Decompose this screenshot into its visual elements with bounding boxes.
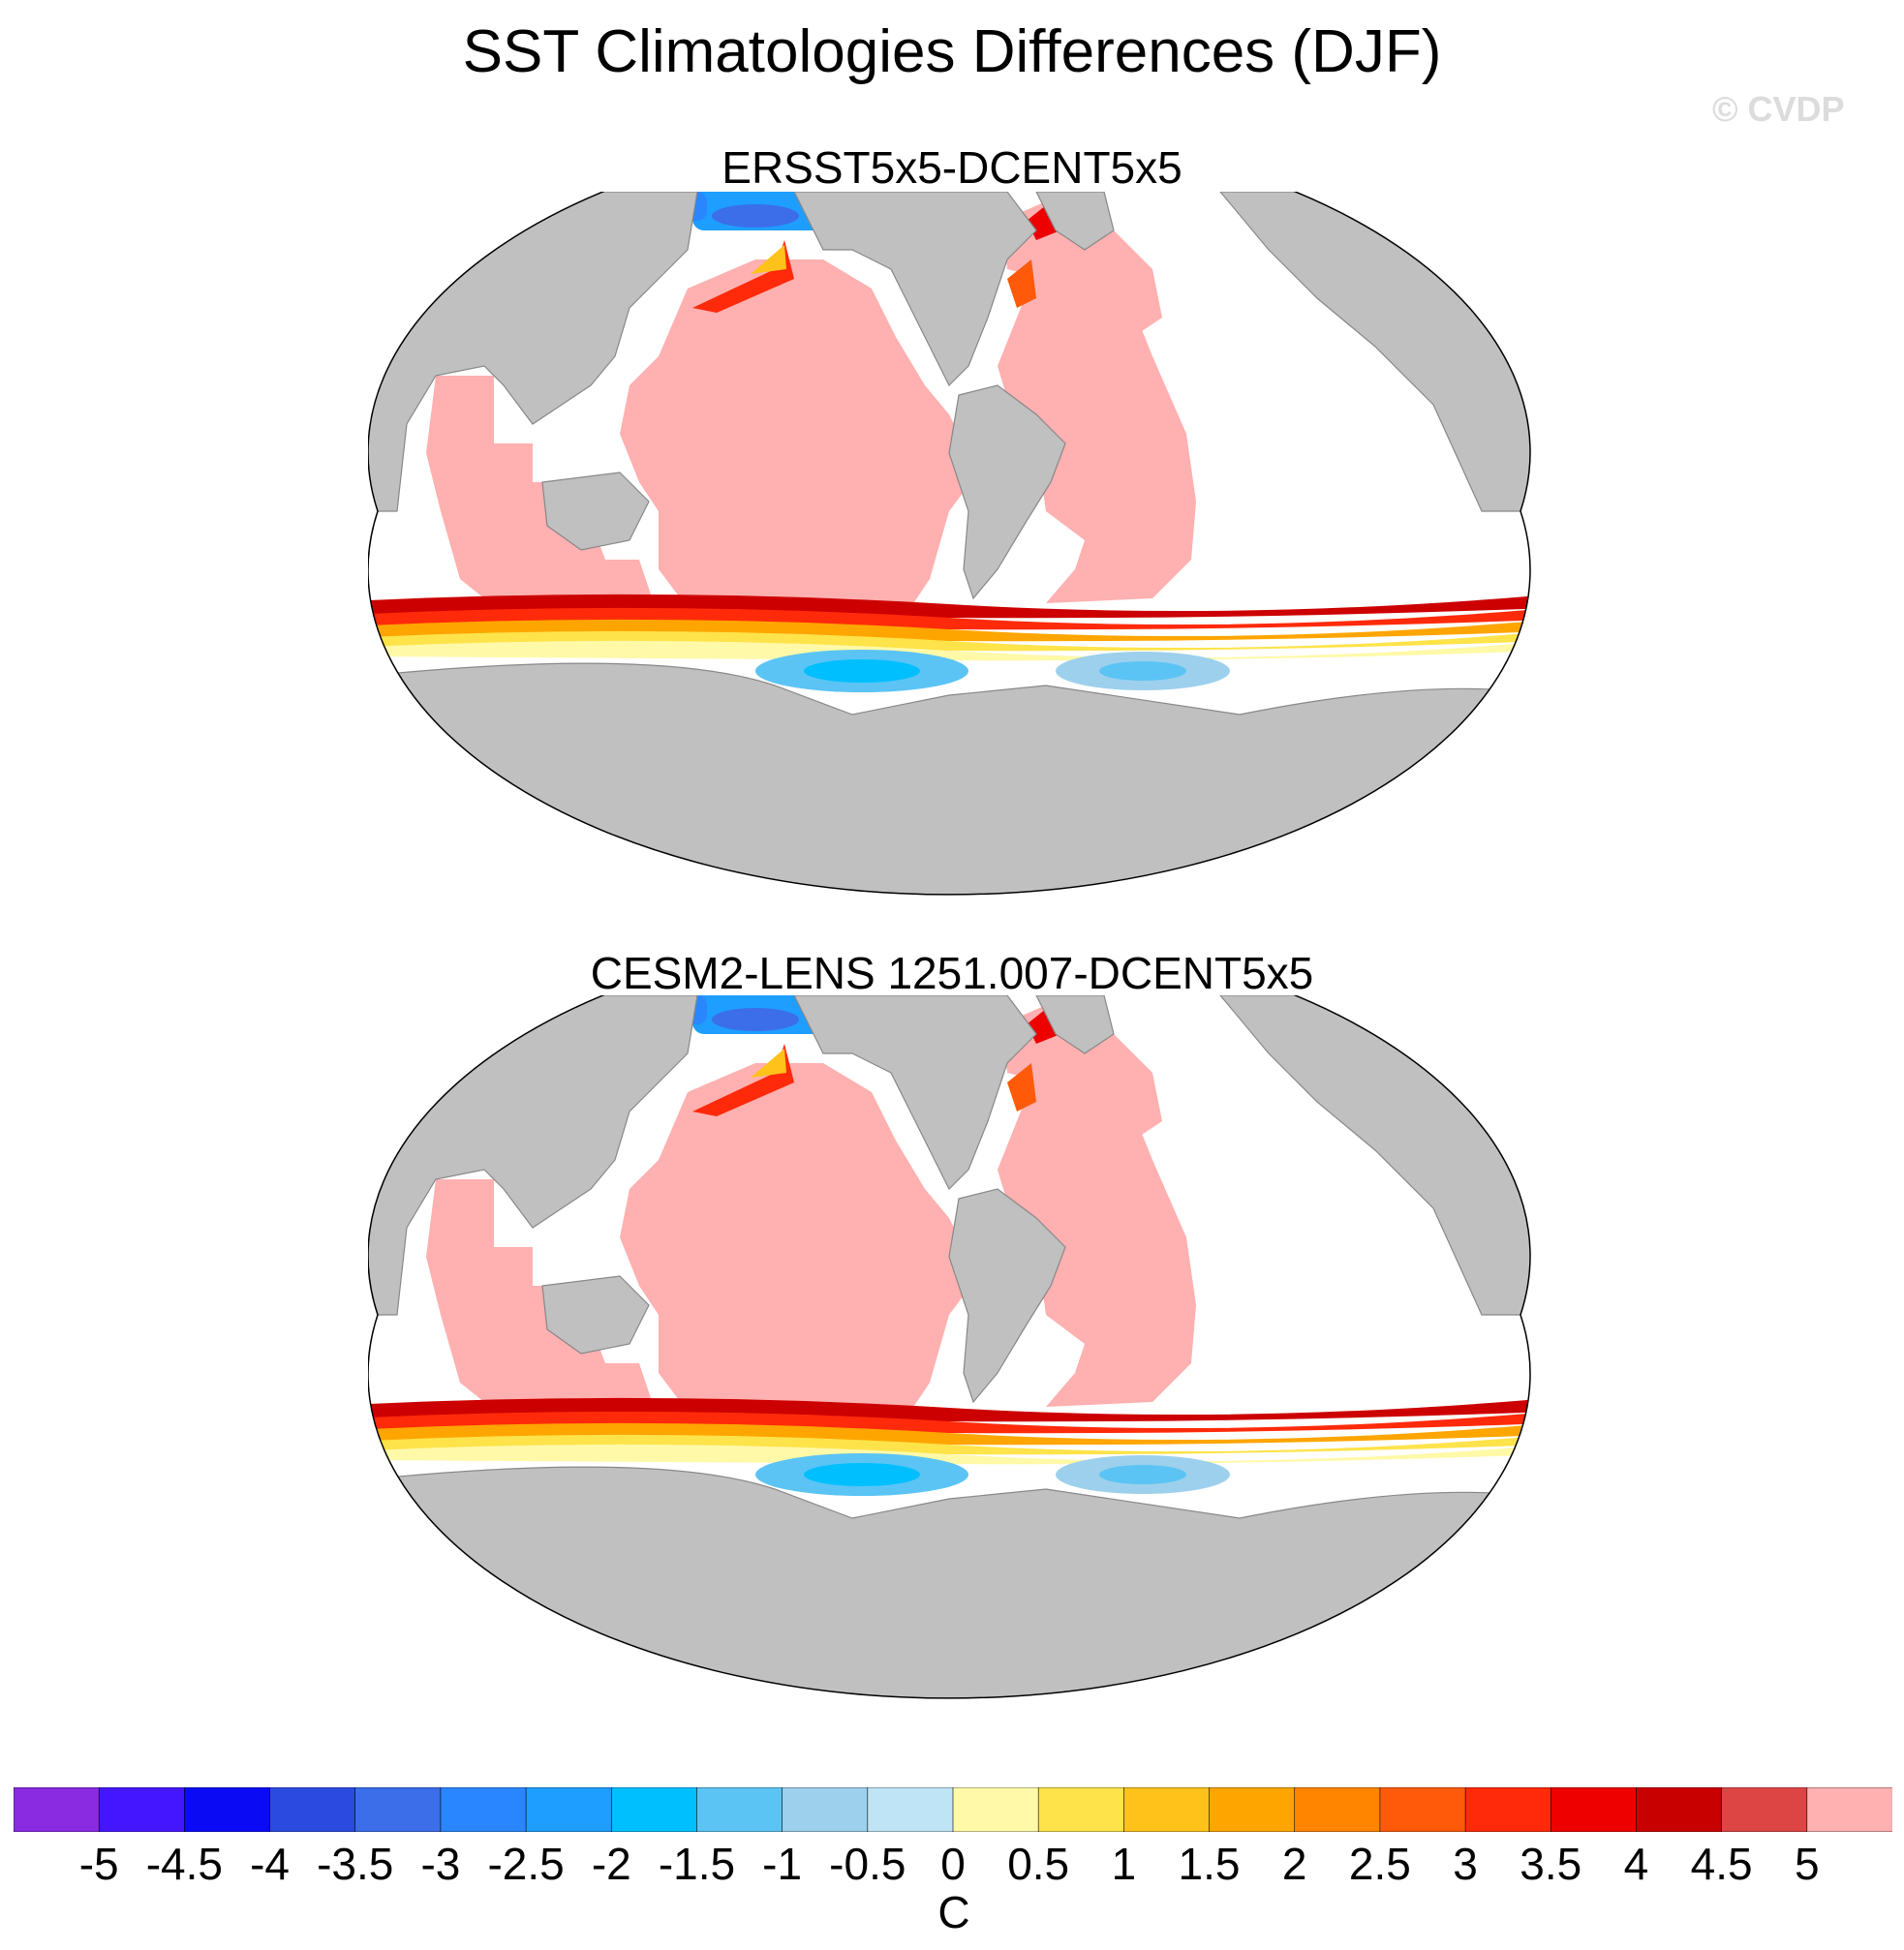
atlantic-ocean-field <box>998 230 1196 603</box>
colorbar-tick-label: -1 <box>762 1839 803 1889</box>
colorbar-box <box>1464 1787 1552 1832</box>
map-boundary <box>368 995 1531 1699</box>
colorbar-box <box>1721 1787 1808 1832</box>
north-america-land <box>793 995 1037 1191</box>
southern-ocean-band-pale <box>368 640 1531 661</box>
panel-1-map <box>368 192 1531 896</box>
south-america-land <box>948 1188 1066 1404</box>
colorbar-tick-label: -2 <box>591 1839 631 1889</box>
colorbar-box <box>525 1787 613 1832</box>
australia-land <box>541 472 650 551</box>
pacific-ocean-field <box>620 1063 978 1412</box>
gulf-stream-warm-patch <box>1007 259 1036 308</box>
colorbar-tick-label: 5 <box>1795 1839 1820 1889</box>
colorbar-tick-label: 4 <box>1623 1839 1649 1889</box>
north-america-land <box>793 192 1037 387</box>
weddell-negative-core <box>1099 661 1186 681</box>
colorbar-tick-label: -5 <box>78 1839 119 1889</box>
colorbar-tick-label: 1 <box>1111 1839 1137 1889</box>
figure-title: SST Climatologies Differences (DJF) <box>462 18 1442 85</box>
colorbar-box <box>610 1787 698 1832</box>
antarctica-land <box>368 1466 1531 1698</box>
gulf-stream-warm-patch <box>1007 1063 1036 1112</box>
colorbar-box <box>269 1787 356 1832</box>
colorbar-box <box>98 1787 186 1832</box>
colorbar-box <box>1294 1787 1381 1832</box>
atlantic-ocean-field <box>998 1034 1196 1407</box>
colorbar-box <box>440 1787 527 1832</box>
panel-2-map <box>368 995 1531 1699</box>
okhotsk-warm-core <box>751 245 786 274</box>
colorbar-tick-label: -4 <box>250 1839 290 1889</box>
southern-ocean-negative-core <box>804 1463 920 1486</box>
colorbar-box <box>1550 1787 1638 1832</box>
colorbar-tick-label: -2.5 <box>487 1839 565 1889</box>
colorbar-box <box>14 1787 100 1832</box>
okhotsk-warm-core <box>751 1049 786 1078</box>
colorbar-box <box>1209 1787 1296 1832</box>
arctic-negative-core <box>712 204 799 228</box>
colorbar-box <box>1806 1787 1892 1832</box>
colorbar <box>14 1787 1892 1832</box>
panel-2-title: CESM2-LENS 1251.007-DCENT5x5 <box>590 948 1314 998</box>
greenland-land <box>1035 192 1115 251</box>
greenland-land <box>1035 995 1115 1054</box>
colorbar-tick-label: -0.5 <box>829 1839 906 1889</box>
pacific-ocean-field <box>620 259 978 608</box>
watermark: © CVDP <box>1712 89 1845 129</box>
colorbar-tick-label: -4.5 <box>145 1839 223 1889</box>
colorbar-box <box>867 1787 954 1832</box>
colorbar-box <box>782 1787 869 1832</box>
colorbar-box <box>1123 1787 1211 1832</box>
arctic-negative-core <box>712 1008 799 1031</box>
colorbar-unit: C <box>937 1887 970 1937</box>
colorbar-box <box>1037 1787 1125 1832</box>
colorbar-tick-label: 3.5 <box>1520 1839 1582 1889</box>
colorbar-box <box>952 1787 1039 1832</box>
colorbar-box <box>1379 1787 1466 1832</box>
australia-land <box>541 1275 650 1355</box>
colorbar-box <box>184 1787 271 1832</box>
map-boundary <box>368 192 1531 896</box>
antarctica-land <box>368 662 1531 895</box>
colorbar-box <box>1636 1787 1723 1832</box>
colorbar-tick-label: 0 <box>940 1839 966 1889</box>
colorbar-tick-label: -3 <box>420 1839 461 1889</box>
colorbar-tick-label: 2.5 <box>1348 1839 1411 1889</box>
south-america-land <box>948 384 1066 600</box>
colorbar-tick-label: 1.5 <box>1178 1839 1241 1889</box>
colorbar-tick-label: -1.5 <box>658 1839 736 1889</box>
colorbar-tick-label: 4.5 <box>1690 1839 1753 1889</box>
colorbar-box <box>696 1787 783 1832</box>
colorbar-tick-label: 0.5 <box>1007 1839 1070 1889</box>
colorbar-tick-label: 2 <box>1281 1839 1307 1889</box>
southern-ocean-band-pale <box>368 1444 1531 1465</box>
colorbar-box <box>354 1787 442 1832</box>
colorbar-tick-label: 3 <box>1453 1839 1478 1889</box>
weddell-negative-core <box>1099 1465 1186 1484</box>
panel-1-title: ERSST5x5-DCENT5x5 <box>722 142 1182 193</box>
colorbar-tick-label: -3.5 <box>317 1839 394 1889</box>
southern-ocean-negative-core <box>804 659 920 683</box>
